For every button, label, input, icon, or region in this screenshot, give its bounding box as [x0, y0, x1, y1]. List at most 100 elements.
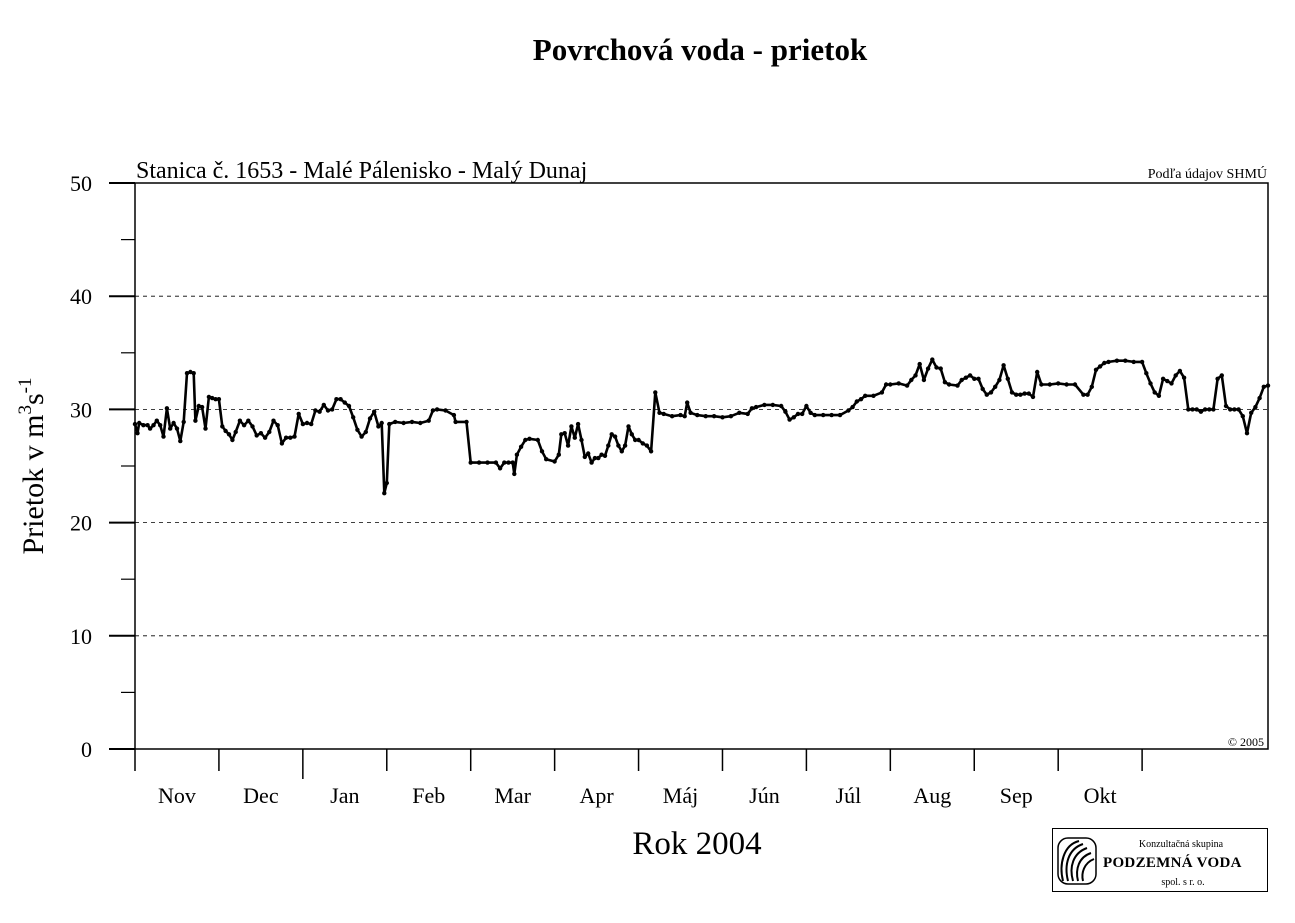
data-point: [359, 434, 364, 439]
data-point: [925, 366, 931, 371]
data-point: [453, 419, 458, 425]
data-point: [963, 375, 969, 380]
data-point: [678, 412, 683, 418]
data-point: [292, 434, 297, 439]
data-point: [379, 420, 384, 426]
data-point: [1160, 376, 1166, 381]
data-point: [145, 423, 150, 428]
data-point: [535, 437, 540, 443]
data-point: [1265, 383, 1271, 388]
data-point: [711, 414, 717, 419]
data-point: [158, 423, 163, 428]
data-point: [850, 404, 855, 410]
data-point: [151, 423, 156, 428]
data-point: [1085, 392, 1090, 397]
data-point: [468, 460, 473, 465]
chart-subtitle: Stanica č. 1653 - Malé Pálenisko - Malý …: [136, 158, 587, 184]
data-point: [863, 393, 868, 398]
y-tick-label: 0: [81, 737, 92, 762]
x-axis-label: Rok 2004: [632, 826, 761, 862]
data-point: [1169, 381, 1174, 386]
data-point: [883, 382, 889, 387]
data-point: [688, 410, 693, 415]
data-point: [203, 426, 208, 431]
data-point: [1005, 376, 1010, 381]
data-point: [575, 421, 581, 427]
data-point: [854, 399, 859, 404]
data-point: [959, 377, 964, 383]
data-point: [997, 377, 1002, 383]
data-point: [288, 435, 293, 440]
data-point: [206, 394, 212, 400]
data-point: [1228, 407, 1233, 412]
data-point: [909, 377, 914, 383]
x-tick-label: Feb: [412, 783, 445, 808]
data-point: [579, 437, 584, 443]
data-point: [626, 424, 631, 429]
data-point: [685, 400, 690, 405]
data-point: [562, 431, 567, 436]
data-point: [296, 411, 301, 417]
x-axis: Nov Dec Jan Feb Mar Apr Máj Jún Júl Aug Sep Okt: [134, 749, 1143, 808]
data-point: [132, 421, 138, 427]
data-point: [917, 361, 922, 367]
source-note: Podľa údajov SHMÚ: [1148, 165, 1267, 182]
data-point: [330, 407, 335, 412]
data-point: [988, 390, 994, 395]
data-point: [267, 429, 272, 435]
data-point: [154, 418, 159, 423]
chart-title: Povrchová voda - prietok: [533, 32, 868, 67]
data-point: [384, 480, 389, 486]
data-point: [976, 376, 981, 381]
logo-line3: spol. s r. o.: [1161, 877, 1205, 888]
data-point: [737, 410, 742, 415]
data-point: [351, 415, 356, 420]
data-point: [434, 407, 440, 412]
data-point: [1089, 384, 1095, 389]
data-point: [1030, 394, 1036, 400]
data-point: [1165, 378, 1170, 384]
data-point: [934, 365, 939, 370]
data-point: [559, 432, 564, 437]
data-point: [213, 397, 218, 402]
data-point: [493, 460, 499, 465]
data-point: [1144, 371, 1149, 376]
data-point: [376, 424, 381, 429]
data-point: [430, 408, 436, 413]
data-point: [582, 454, 587, 460]
copyright-note: © 2005: [1228, 735, 1264, 749]
data-point: [1211, 407, 1216, 412]
data-point: [586, 451, 591, 456]
x-tick-label: Okt: [1084, 783, 1117, 808]
data-point: [552, 459, 557, 464]
data-point: [141, 423, 146, 428]
data-point: [401, 420, 406, 426]
data-point: [220, 424, 225, 429]
data-point: [1081, 392, 1086, 397]
data-point: [464, 419, 469, 425]
x-tick-label: Jan: [330, 783, 359, 808]
data-point: [993, 384, 998, 389]
data-point: [629, 432, 634, 437]
data-point: [720, 415, 725, 420]
data-point: [382, 491, 387, 496]
data-point: [313, 408, 318, 413]
data-point: [164, 406, 170, 411]
data-point: [1114, 358, 1120, 363]
data-point: [1244, 431, 1250, 436]
x-tick-label: Aug: [913, 783, 951, 808]
data-point: [451, 412, 457, 418]
logo-line2: PODZEMNÁ VODA: [1103, 855, 1242, 871]
data-point: [1186, 407, 1191, 412]
data-point: [1056, 381, 1061, 386]
data-point: [871, 393, 876, 398]
data-point: [556, 452, 561, 457]
data-point: [1131, 359, 1136, 365]
logo-line1: Konzultačná skupina: [1138, 839, 1224, 850]
data-point: [199, 404, 205, 410]
data-point: [514, 452, 520, 457]
data-point: [1022, 391, 1027, 396]
data-point: [512, 471, 517, 477]
data-point: [506, 460, 511, 465]
data-point: [309, 421, 314, 427]
